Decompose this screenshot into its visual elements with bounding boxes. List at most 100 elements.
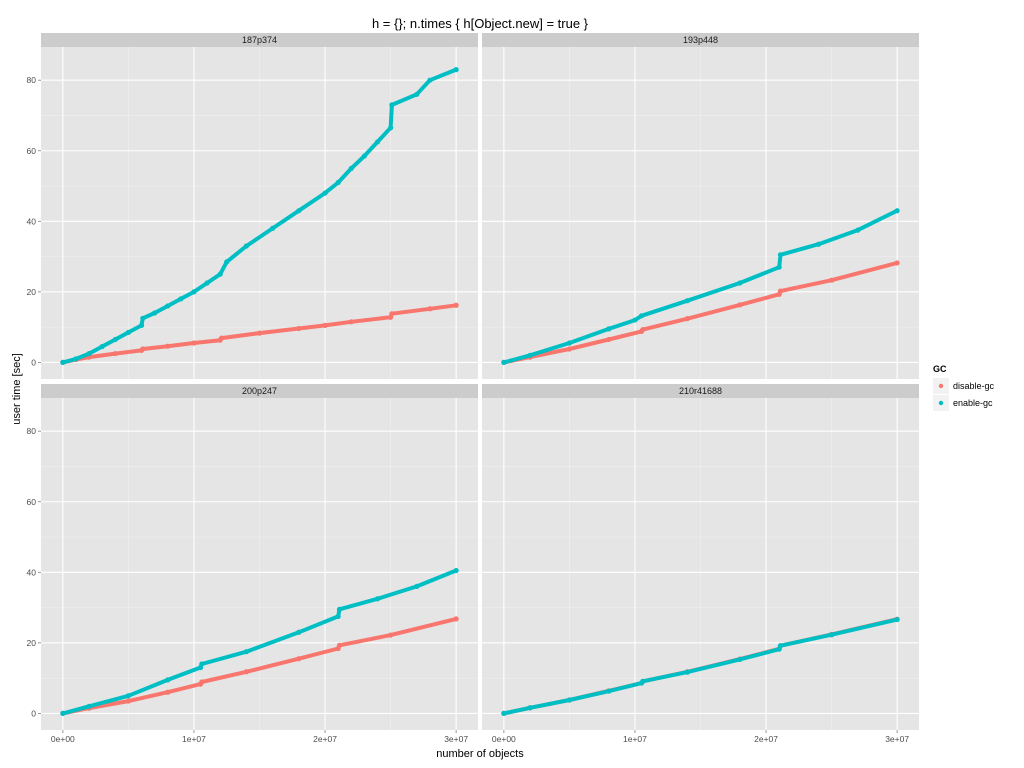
data-point [60,359,66,365]
data-point [606,326,612,332]
data-point [336,642,343,648]
legend-entry-label: disable-gc [953,381,995,391]
series-disable-gc [501,260,900,365]
data-point [566,346,573,352]
series-enable-gc [60,567,459,717]
data-point [165,343,171,349]
data-point [389,102,395,108]
data-point [296,629,302,635]
data-point [217,271,223,277]
data-point [388,632,394,638]
series-enable-gc [501,616,900,717]
data-point [140,315,146,321]
facet-panel: 187p374 0 20 40 60 80 [27,33,478,379]
data-point [638,313,645,319]
data-point [374,596,381,602]
data-point [829,632,835,638]
data-point [140,346,146,352]
y-tick-label: 20 [27,287,37,297]
series-line [501,617,900,716]
data-point [165,303,171,309]
data-point [894,260,900,266]
y-tick-label: 40 [27,567,37,577]
data-point [191,340,197,346]
data-point [335,613,341,619]
data-point [684,316,690,322]
data-point [86,350,92,357]
data-point [125,329,131,336]
series-enable-gc [501,208,900,365]
data-point [527,352,533,358]
series-enable-gc [60,67,459,365]
x-tick-label: 2e+07 [754,734,778,744]
facet-strip-label: 193p448 [683,35,718,45]
x-tick-label: 0e+00 [51,734,75,744]
data-point [165,689,171,695]
y-tick-label: 80 [27,75,37,85]
x-tick-label: 2e+07 [313,734,337,744]
data-point [501,710,507,717]
data-point [199,679,205,685]
data-point [199,661,205,667]
legend-title: GC [933,364,947,374]
data-point [243,669,249,675]
facet-strip-label: 187p374 [242,35,277,45]
data-point [414,91,420,97]
data-point [777,643,784,649]
data-point [640,678,646,684]
data-point [256,330,263,336]
data-point [737,280,743,286]
data-point [138,322,145,328]
data-point [777,288,784,294]
data-point [894,616,900,623]
data-point [737,656,743,663]
data-point [855,227,861,233]
data-point [815,241,822,247]
data-point [684,669,690,675]
data-point [322,322,328,328]
data-point [527,705,533,711]
facet-panel: 210r41688 0e+00 1e+07 2e+07 3e+07 [482,384,919,744]
data-point [776,264,782,270]
facet-strip-label: 210r41688 [679,386,722,396]
legend-marker [938,400,944,406]
data-point [453,302,459,308]
data-point [606,336,612,343]
facet-strip [41,384,478,398]
data-point [737,302,743,308]
data-point [165,677,171,683]
facet-strip-label: 200p247 [242,386,277,396]
y-axis-label: user time [sec] [11,353,23,425]
data-point [427,306,433,312]
data-point [414,583,420,590]
facet-strip [41,33,478,47]
data-point [388,125,394,131]
data-point [632,317,638,323]
data-point [322,190,328,196]
data-point [73,356,79,362]
facet-strip [482,33,919,47]
y-tick-label: 0 [31,708,36,718]
data-point [453,616,459,622]
series-line [60,67,459,365]
data-point [427,77,433,83]
data-point [566,340,573,346]
data-point [218,335,225,341]
data-point [361,153,367,159]
x-tick-label: 3e+07 [444,734,468,744]
chart-title: h = {}; n.times { h[Object.new] = true } [372,16,589,31]
data-point [640,326,646,333]
data-point [86,703,92,709]
data-point [204,280,210,286]
data-point [99,343,105,350]
data-point [684,298,690,304]
legend-entry-label: enable-gc [953,398,993,408]
data-point [125,698,131,704]
data-point [335,179,341,186]
data-point [112,336,118,343]
x-tick-label: 1e+07 [182,734,206,744]
data-point [125,693,131,699]
data-point [389,311,395,317]
series-line [60,616,459,716]
y-tick-label: 80 [27,426,37,436]
